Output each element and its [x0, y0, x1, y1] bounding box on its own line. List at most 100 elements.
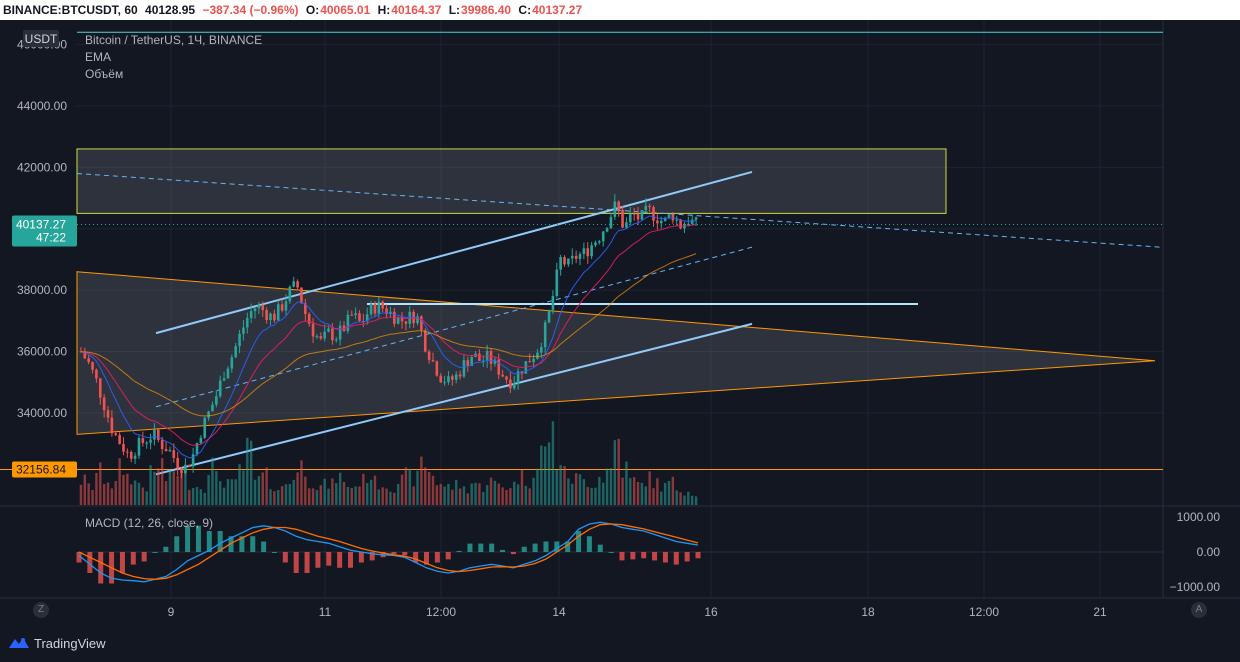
- volume-bar: [497, 483, 500, 505]
- macd-histogram-bar: [510, 552, 516, 555]
- candle: [458, 374, 462, 377]
- volume-bar: [358, 486, 361, 505]
- candle: [358, 313, 361, 321]
- volume-bar: [311, 488, 315, 505]
- auto-scale-button[interactable]: A: [1191, 602, 1207, 618]
- volume-bar: [663, 482, 667, 505]
- volume-bar: [331, 478, 334, 505]
- volume-bar: [455, 479, 458, 505]
- volume-bar: [598, 476, 601, 505]
- volume-legend[interactable]: Объём: [85, 67, 124, 81]
- volume-bar: [87, 483, 90, 505]
- macd-histogram-bar: [521, 546, 527, 552]
- candle: [559, 257, 562, 270]
- candle: [145, 442, 149, 444]
- volume-bar: [257, 476, 261, 505]
- volume-bar: [230, 479, 234, 505]
- symbol-name[interactable]: BINANCE:BTCUSDT, 60: [3, 3, 138, 17]
- price-chart[interactable]: 46000.0044000.0042000.0040000.0038000.00…: [0, 20, 1240, 626]
- tradingview-logo[interactable]: TradingView: [8, 634, 106, 652]
- candle: [404, 321, 408, 324]
- candle: [462, 360, 466, 377]
- volume-bar: [226, 479, 230, 505]
- volume-bar: [687, 491, 690, 505]
- volume-bar: [400, 474, 404, 505]
- macd-histogram-bar: [652, 552, 658, 561]
- candle: [195, 443, 199, 455]
- macd-histogram-bar: [337, 552, 343, 568]
- candle: [242, 327, 245, 334]
- candle: [605, 228, 609, 232]
- volume-bar: [222, 487, 226, 505]
- volume-bar: [180, 470, 183, 505]
- macd-histogram-bar: [532, 543, 538, 552]
- drawings[interactable]: [0, 31, 1163, 476]
- candle: [590, 245, 593, 257]
- candle: [269, 313, 272, 320]
- volume-bar: [207, 475, 210, 505]
- macd-histogram-bar: [673, 552, 679, 565]
- volume-bar: [396, 483, 400, 505]
- candle: [110, 417, 114, 434]
- volume-bars: [79, 421, 698, 505]
- volume-bar: [532, 477, 535, 505]
- volume-bar: [191, 487, 195, 505]
- volume-bar: [559, 465, 562, 505]
- volume-bar: [582, 479, 586, 505]
- candle: [280, 304, 284, 311]
- volume-bar: [493, 480, 497, 505]
- volume-bar: [478, 483, 481, 505]
- volume-bar: [354, 486, 357, 505]
- zoom-button[interactable]: Z: [33, 602, 49, 618]
- macd-histogram-bar: [695, 552, 701, 559]
- ema-legend[interactable]: EMA: [85, 50, 112, 64]
- candle: [106, 410, 110, 418]
- macd-histogram-bar: [282, 552, 288, 563]
- macd-tick-label: −1000.00: [1170, 580, 1221, 594]
- macd-histogram-bar: [500, 549, 506, 552]
- macd-legend[interactable]: MACD (12, 26, close, 9): [85, 516, 214, 530]
- price-tick-label: 42000.00: [17, 160, 67, 174]
- last-price: 40128.95: [145, 3, 196, 17]
- candle: [257, 304, 261, 309]
- candle: [369, 303, 373, 315]
- candle: [652, 207, 655, 221]
- axes[interactable]: 46000.0044000.0042000.0040000.0038000.00…: [12, 30, 1220, 619]
- candle: [512, 383, 516, 389]
- volume-bar: [95, 472, 98, 505]
- candle: [292, 281, 296, 287]
- candle: [478, 353, 481, 361]
- volume-bar: [690, 495, 694, 505]
- volume-bar: [458, 488, 462, 505]
- candle: [687, 223, 690, 225]
- volume-bar: [520, 469, 524, 505]
- candle: [354, 313, 357, 316]
- candle: [640, 210, 644, 220]
- signal-line: [78, 523, 699, 580]
- volume-bar: [489, 477, 493, 505]
- volume-bar: [621, 477, 624, 505]
- volume-bar: [338, 472, 342, 505]
- candle: [547, 309, 551, 323]
- candle: [540, 347, 543, 353]
- macd-histogram-bar: [586, 536, 592, 552]
- candle: [245, 317, 249, 328]
- time-tick-label: 18: [861, 605, 875, 619]
- price-tick-label: 36000.00: [17, 345, 67, 359]
- candle: [304, 303, 307, 314]
- volume-bar: [168, 470, 172, 505]
- candle: [338, 325, 342, 340]
- macd-histogram-bar: [174, 536, 180, 552]
- candle: [164, 449, 168, 452]
- volume-bar: [563, 466, 566, 505]
- price-tick-label: 34000.00: [17, 406, 67, 420]
- candle: [118, 435, 121, 444]
- volume-bar: [114, 481, 117, 505]
- time-tick-label: 14: [552, 605, 566, 619]
- volume-bar: [362, 473, 365, 505]
- macd-histogram-bar: [662, 552, 668, 563]
- volume-bar: [99, 462, 102, 505]
- volume-bar: [304, 476, 307, 505]
- high-value: 40164.37: [391, 3, 442, 17]
- volume-bar: [153, 471, 156, 505]
